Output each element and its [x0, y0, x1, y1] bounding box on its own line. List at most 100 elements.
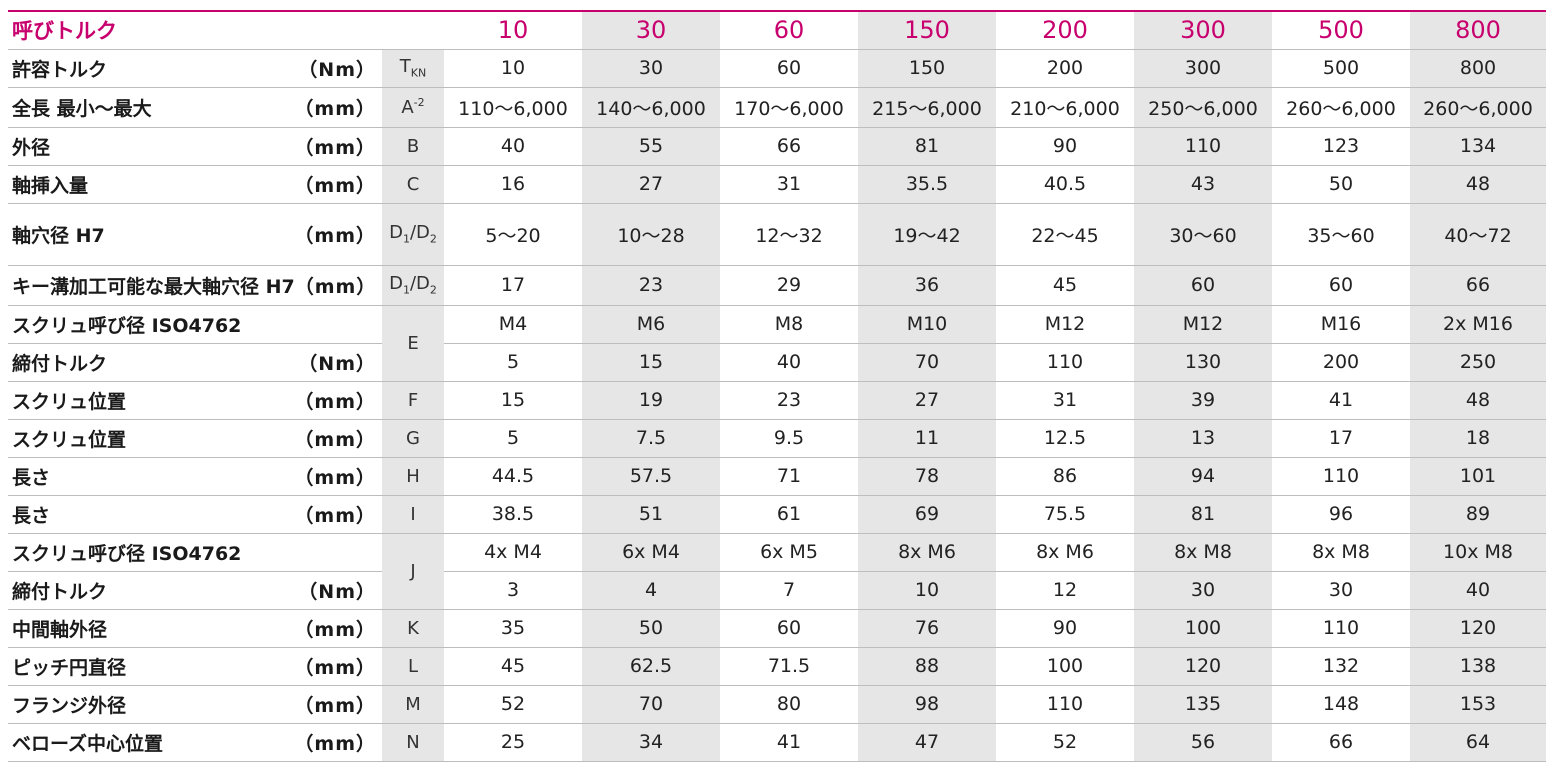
value-cell: 110	[1134, 127, 1272, 165]
value-cell: 12.5	[1043, 427, 1087, 449]
value-cell: 9.5	[773, 427, 805, 449]
value-cell: 200	[1046, 57, 1084, 79]
row-label: スクリュ呼び径 ISO4762	[8, 533, 382, 571]
row-label-wrap: 軸挿入量 （mm）	[12, 171, 382, 198]
row-label-wrap: 軸穴径 H7 （mm）	[12, 221, 382, 248]
row-label-wrap: 許容トルク （Nm）	[12, 55, 382, 82]
row-symbol: K	[382, 609, 444, 647]
value-cell: 8x M6	[858, 533, 996, 571]
value-cell: 38.5	[491, 503, 535, 525]
row-unit: （mm）	[294, 224, 376, 247]
value-cell: 57.5	[582, 457, 720, 495]
row-label-text: スクリュ呼び径 ISO4762	[12, 314, 242, 337]
value-cell: 110	[1322, 617, 1360, 639]
symbol-part: I	[410, 503, 416, 525]
row-label-wrap: フランジ外径 （mm）	[12, 691, 382, 718]
value-cell: 10	[858, 571, 996, 609]
symbol-part: 1	[402, 283, 410, 297]
row-symbol: E	[382, 305, 444, 381]
value-cell: 13	[1134, 419, 1272, 457]
table-row: 締付トルク （Nm） 3 4 7 10 12 30 30 40	[8, 571, 1546, 609]
value-cell: 215～6,000	[858, 87, 996, 127]
value-cell: 88	[858, 647, 996, 685]
table-row: 全長 最小〜最大 （mm） A-2 110～6,000 140～6,000 170～6,0…	[8, 87, 1546, 127]
table-row: ベローズ中心位置 （mm） N 25 34 41 47 52 56 66 64	[8, 723, 1546, 761]
value-cell: 36	[858, 265, 996, 305]
table-body: 許容トルク （Nm） TKN 10 30 60 150 200 300 500 800 全長 最小〜最…	[8, 49, 1546, 761]
value-cell: 50	[582, 609, 720, 647]
value-cell: M4	[498, 313, 528, 335]
symbol-part: /D	[409, 222, 430, 244]
row-label: キー溝加工可能な最大軸穴径 H7 （mm）	[8, 265, 382, 305]
value-cell: M6	[582, 305, 720, 343]
header-row: 呼びトルク 10 30 60 150 200 300 500 800	[8, 11, 1546, 49]
value-cell: 52	[500, 693, 526, 715]
row-label-wrap: 全長 最小〜最大 （mm）	[12, 94, 382, 121]
value-cell: 15	[582, 343, 720, 381]
table-row: スクリュ呼び径 ISO4762 E M4 M6 M8 M10 M12 M12 M16 2x M16	[8, 305, 1546, 381]
value-cell: 5	[506, 351, 520, 373]
value-cell: 31	[776, 173, 802, 195]
value-cell: 110	[1322, 465, 1360, 487]
value-cell: 100	[1046, 655, 1084, 677]
value-cell: 17	[1328, 427, 1354, 449]
row-label: 長さ （mm）	[8, 457, 382, 495]
value-cell: 18	[1410, 419, 1546, 457]
value-cell: M12	[1134, 305, 1272, 343]
value-cell: 78	[858, 457, 996, 495]
table-row: 許容トルク （Nm） TKN 10 30 60 150 200 300 500 800	[8, 49, 1546, 87]
value-cell: 60	[776, 57, 802, 79]
row-label-wrap: キー溝加工可能な最大軸穴径 H7 （mm）	[12, 272, 382, 299]
value-cell: 60	[1134, 265, 1272, 305]
row-symbol: D1/D2	[382, 203, 444, 265]
value-cell: 110～6,000	[458, 97, 568, 120]
header-label: 呼びトルク	[12, 19, 117, 44]
value-cell: 27	[858, 381, 996, 419]
value-cell: 47	[858, 723, 996, 761]
row-label-wrap: スクリュ呼び径 ISO4762	[12, 311, 382, 338]
row-label-text: 長さ	[12, 504, 51, 527]
value-cell: 132	[1322, 655, 1360, 677]
row-label-text: 締付トルク	[12, 580, 108, 603]
value-cell: 45	[1052, 274, 1078, 296]
value-cell: 50	[1328, 173, 1354, 195]
row-label: 全長 最小〜最大 （mm）	[8, 87, 382, 127]
row-symbol: G	[382, 419, 444, 457]
value-cell: 60	[776, 617, 802, 639]
value-cell: 6x M4	[582, 533, 720, 571]
value-cell: 250	[1410, 343, 1546, 381]
row-label: ピッチ円直径 （mm）	[8, 647, 382, 685]
header-sym-blank	[382, 11, 444, 49]
row-label: フランジ外径 （mm）	[8, 685, 382, 723]
value-cell: 23	[776, 389, 802, 411]
table-row: スクリュ位置 （mm） G 5 7.5 9.5 11 12.5 13 17 18	[8, 419, 1546, 457]
value-cell: 35.5	[858, 165, 996, 203]
symbol-part: K	[407, 617, 419, 639]
row-label: スクリュ位置 （mm）	[8, 419, 382, 457]
value-cell: 70	[582, 685, 720, 723]
value-cell: 150	[858, 49, 996, 87]
symbol-part: H	[406, 465, 420, 487]
symbol-part: E	[407, 332, 419, 354]
row-unit: （mm）	[294, 275, 377, 298]
value-cell: 6x M5	[760, 541, 818, 563]
value-cell: 120	[1410, 609, 1546, 647]
value-cell: 260～6,000	[1410, 87, 1546, 127]
table-row: 軸挿入量 （mm） C 16 27 31 35.5 40.5 43 50 48	[8, 165, 1546, 203]
value-cell: 40.5	[1043, 173, 1087, 195]
row-label-text: 全長 最小〜最大	[12, 97, 152, 120]
value-cell: 101	[1410, 457, 1546, 495]
row-symbol: N	[382, 723, 444, 761]
row-label: ベローズ中心位置 （mm）	[8, 723, 382, 761]
row-symbol: F	[382, 381, 444, 419]
value-cell: 80	[776, 693, 802, 715]
size-800: 800	[1410, 11, 1546, 49]
value-cell: 30	[1328, 579, 1354, 601]
row-label-text: 長さ	[12, 466, 51, 489]
value-cell: 55	[582, 127, 720, 165]
row-unit: （mm）	[294, 174, 376, 197]
value-cell: 76	[858, 609, 996, 647]
table-row: ピッチ円直径 （mm） L 45 62.5 71.5 88 100 120 132 138	[8, 647, 1546, 685]
row-label: 許容トルク （Nm）	[8, 49, 382, 87]
row-label-wrap: 締付トルク （Nm）	[12, 349, 382, 376]
